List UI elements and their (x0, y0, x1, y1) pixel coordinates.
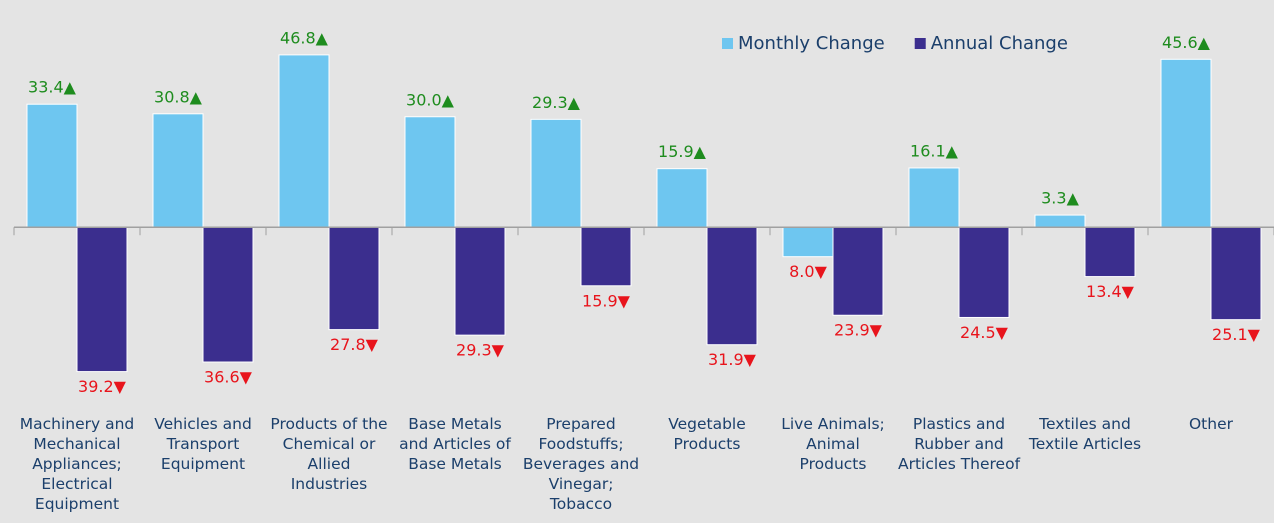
x-tick-label: Vehicles and Transport Equipment (154, 415, 252, 473)
bar (656, 168, 708, 228)
bar (706, 226, 758, 346)
bar (26, 103, 78, 228)
data-label: 39.2▼ (78, 377, 127, 396)
x-tick-label: Prepared Foodstuffs; Beverages and Vineg… (522, 415, 640, 513)
data-label: 24.5▼ (960, 323, 1009, 342)
bar (1210, 226, 1262, 321)
bar (152, 113, 204, 228)
x-tick-label: Vegetable Products (668, 415, 746, 453)
bar (580, 226, 632, 287)
x-tick-label: Machinery and Mechanical Appliances; Ele… (19, 415, 135, 513)
bar (278, 54, 330, 228)
bar (1084, 226, 1136, 278)
bar (908, 167, 960, 228)
data-label: 8.0▼ (789, 262, 827, 281)
data-label: 15.9▲ (658, 142, 707, 161)
bar (958, 226, 1010, 318)
data-label: 45.6▲ (1162, 33, 1211, 52)
bar (530, 118, 582, 228)
x-tick-label: Plastics and Rubber and Articles Thereof (897, 415, 1021, 473)
data-label: 30.0▲ (406, 90, 455, 109)
legend-swatch (914, 38, 926, 49)
data-label: 30.8▲ (154, 87, 203, 106)
x-tick-label: Other (1188, 415, 1233, 433)
bar (404, 116, 456, 228)
x-tick-label: Live Animals; Animal Products (781, 415, 885, 473)
legend-label: Monthly Change (738, 33, 885, 54)
x-tick-label: Products of the Chemical or Allied Indus… (270, 415, 388, 493)
data-label: 36.6▼ (204, 368, 253, 387)
x-tick-label: Textiles and Textile Articles (1028, 415, 1142, 453)
bar (1160, 58, 1212, 228)
bar (328, 226, 380, 331)
data-label: 29.3▼ (456, 341, 505, 360)
data-label: 3.3▲ (1041, 189, 1079, 208)
data-label: 27.8▼ (330, 335, 379, 354)
bar (76, 226, 128, 373)
bar (202, 226, 254, 363)
data-label: 16.1▲ (910, 141, 959, 160)
bar (454, 226, 506, 336)
data-label: 33.4▲ (28, 78, 77, 97)
data-label: 13.4▼ (1086, 282, 1135, 301)
bar (832, 226, 884, 316)
bar (782, 226, 834, 258)
legend-swatch (722, 38, 733, 49)
data-label: 31.9▼ (708, 350, 757, 369)
x-tick-label: Base Metals and Articles of Base Metals (399, 415, 511, 473)
data-label: 46.8▲ (280, 28, 329, 47)
data-label: 23.9▼ (834, 321, 883, 340)
bar (1034, 214, 1086, 228)
data-label: 15.9▼ (582, 291, 631, 310)
data-label: 25.1▼ (1212, 325, 1261, 344)
legend-label: Annual Change (931, 33, 1068, 54)
data-label: 29.3▲ (532, 93, 581, 112)
